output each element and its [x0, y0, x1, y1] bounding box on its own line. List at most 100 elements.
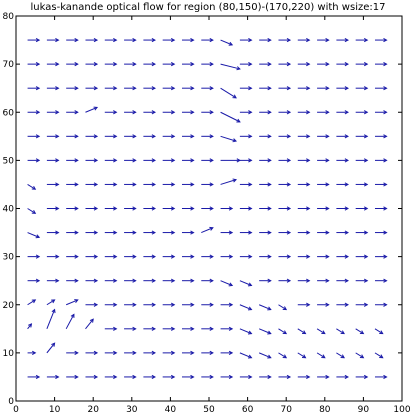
- x-tick-label: 20: [87, 405, 99, 415]
- flow-arrow: [259, 206, 272, 211]
- flow-arrow: [239, 37, 253, 43]
- y-tick-label: 10: [3, 349, 15, 359]
- flow-arrow: [201, 206, 214, 211]
- flow-arrow: [316, 328, 326, 335]
- flow-arrow: [297, 230, 311, 235]
- flow-arrow: [201, 226, 214, 234]
- flow-arrow: [85, 37, 99, 43]
- flow-arrow: [181, 158, 195, 163]
- flow-arrow: [143, 206, 157, 211]
- flow-arrow: [239, 230, 253, 235]
- flow-arrow: [336, 182, 350, 187]
- flow-arrow: [355, 302, 369, 307]
- flow-arrow: [27, 299, 37, 306]
- flow-arrow: [374, 374, 388, 380]
- flow-arrow: [124, 350, 137, 355]
- flow-arrow: [181, 110, 195, 115]
- flow-arrow: [143, 230, 157, 235]
- flow-arrow: [104, 182, 118, 187]
- flow-arrow: [85, 182, 99, 187]
- flow-arrow: [355, 374, 369, 380]
- flow-arrow: [46, 299, 56, 306]
- flow-arrow: [162, 86, 176, 91]
- flow-arrow: [278, 230, 292, 235]
- y-tick-label: 70: [3, 60, 15, 70]
- flow-arrow: [104, 326, 118, 331]
- flow-arrow: [317, 37, 330, 43]
- flow-arrow: [46, 206, 60, 211]
- flow-arrow: [162, 110, 176, 115]
- y-tick-label: 30: [3, 253, 15, 263]
- flow-arrow: [201, 158, 214, 163]
- flow-arrow: [355, 230, 369, 235]
- flow-arrow: [104, 206, 118, 211]
- flow-arrow: [104, 86, 118, 91]
- flow-arrow: [181, 350, 195, 355]
- flow-arrow: [278, 158, 292, 163]
- flow-arrow: [143, 278, 157, 283]
- flow-arrow: [104, 350, 118, 355]
- flow-arrow: [85, 254, 99, 259]
- flow-arrow: [278, 86, 292, 91]
- flow-arrow: [259, 254, 272, 259]
- flow-arrow: [27, 208, 37, 214]
- flow-arrow: [239, 304, 253, 311]
- flow-arrow: [355, 278, 369, 283]
- flow-arrow: [355, 37, 369, 43]
- flow-arrow: [124, 134, 137, 139]
- x-tick-label: 0: [13, 405, 19, 415]
- flow-arrow: [297, 110, 311, 115]
- flow-arrow: [66, 158, 79, 163]
- flow-arrow: [278, 206, 292, 211]
- flow-arrow: [297, 86, 311, 91]
- flow-arrow: [297, 206, 311, 211]
- flow-arrow: [355, 134, 369, 139]
- flow-arrow: [66, 254, 79, 259]
- flow-arrow: [181, 278, 195, 283]
- flow-arrow: [220, 374, 234, 380]
- flow-arrow: [220, 326, 234, 331]
- flow-arrow: [27, 374, 41, 380]
- flow-arrow: [27, 323, 33, 330]
- flow-arrow: [220, 206, 234, 211]
- flow-arrow: [239, 352, 253, 359]
- flow-arrow: [317, 230, 330, 235]
- flow-arrow: [201, 182, 214, 187]
- flow-arrow: [259, 374, 272, 380]
- chart-title: lukas-kanande optical flow for region (8…: [31, 2, 386, 13]
- flow-arrow: [181, 182, 195, 187]
- flow-arrow: [374, 230, 388, 235]
- flow-arrow: [220, 302, 234, 307]
- flow-arrow: [143, 182, 157, 187]
- y-tick-label: 80: [3, 12, 15, 22]
- flow-arrow: [278, 182, 292, 187]
- flow-arrow: [336, 254, 350, 259]
- flow-arrow: [181, 206, 195, 211]
- flow-arrow: [336, 110, 350, 115]
- flow-arrow: [66, 230, 79, 235]
- flow-arrow: [239, 280, 253, 287]
- flow-arrow: [46, 62, 60, 67]
- x-tick-label: 30: [126, 405, 138, 415]
- flow-arrow: [374, 352, 384, 359]
- flow-arrow: [278, 278, 292, 283]
- flow-arrow: [85, 374, 99, 380]
- flow-arrow: [181, 62, 195, 67]
- flow-arrow: [27, 158, 41, 163]
- flow-arrow: [27, 37, 41, 43]
- flow-arrow: [259, 182, 272, 187]
- flow-arrow: [85, 206, 99, 211]
- flow-arrow: [297, 302, 311, 307]
- flow-arrow: [66, 86, 79, 91]
- flow-arrow: [124, 86, 137, 91]
- flow-arrow: [162, 326, 176, 331]
- flow-arrow: [46, 254, 60, 259]
- flow-arrow: [239, 374, 253, 380]
- flow-arrow: [317, 110, 330, 115]
- flow-arrow: [336, 230, 350, 235]
- flow-arrow: [336, 158, 350, 163]
- flow-arrow: [46, 374, 60, 380]
- flow-arrow: [66, 134, 79, 139]
- flow-arrow: [85, 350, 99, 355]
- flow-arrow: [374, 182, 388, 187]
